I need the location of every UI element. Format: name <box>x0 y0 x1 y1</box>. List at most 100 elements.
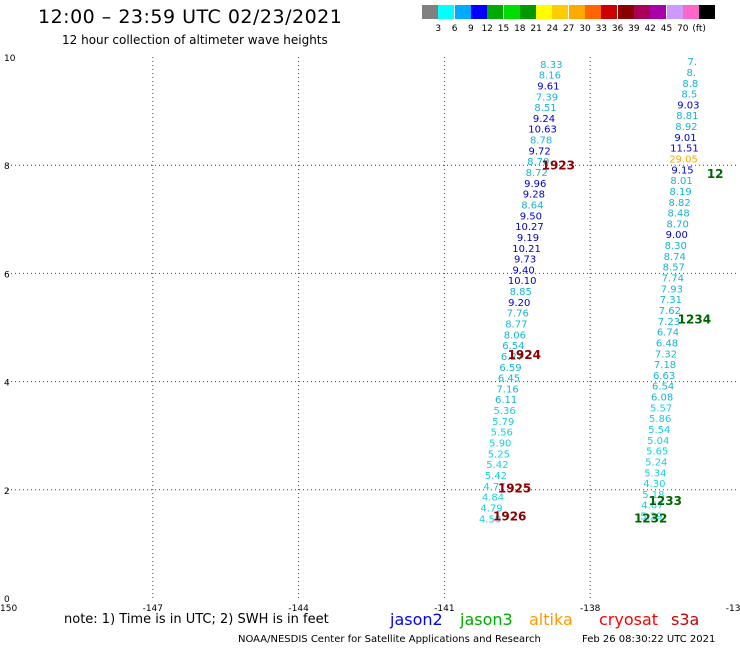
wave-height-value: 5.42 <box>486 460 508 471</box>
wave-height-value: 8.8 <box>682 79 698 90</box>
wave-height-value: 5.65 <box>646 447 668 458</box>
color-scale-label: (ft) <box>692 24 706 34</box>
y-tick-label: 8 <box>4 162 10 172</box>
wave-height-value: 5.24 <box>645 457 667 468</box>
wave-height-value: 10.21 <box>512 244 541 255</box>
wave-height-value: 11.51 <box>670 144 699 155</box>
x-tick-label: -144 <box>288 604 309 614</box>
wave-height-value: 4.67 <box>641 501 663 512</box>
wave-height-value: 6.74 <box>657 328 679 339</box>
wave-height-value: 7.16 <box>496 384 518 395</box>
wave-height-value: 10.10 <box>508 276 537 287</box>
color-swatch <box>666 5 683 19</box>
wave-height-value: 8.57 <box>663 263 685 274</box>
wave-height-value: 5.25 <box>488 449 510 460</box>
wave-height-value: 10.27 <box>515 222 544 233</box>
color-scale-label: 3 <box>435 24 442 34</box>
color-swatch <box>617 5 634 19</box>
color-swatch <box>585 5 601 19</box>
color-swatch <box>682 5 699 19</box>
color-swatch <box>699 5 716 19</box>
wave-height-value: 5.54 <box>648 425 670 436</box>
wave-height-value: 8.16 <box>539 71 561 82</box>
wave-height-value: 8.81 <box>676 111 698 122</box>
color-swatch <box>568 5 585 19</box>
wave-height-value: 9.40 <box>512 265 534 276</box>
wave-height-value: 8. <box>687 68 697 79</box>
color-swatch <box>487 5 504 19</box>
color-swatch <box>519 5 536 19</box>
color-scale-label: 45 <box>660 24 673 34</box>
wave-height-value: 7.23 <box>658 317 680 328</box>
wave-height-value: 6.59 <box>499 363 521 374</box>
color-swatch <box>503 5 520 19</box>
wave-height-value: 8.78 <box>530 136 552 147</box>
wave-height-value: 9.24 <box>533 114 555 125</box>
wave-height-value: 6.08 <box>651 393 673 404</box>
color-scale-label: 27 <box>562 24 575 34</box>
wave-height-value: 8.48 <box>668 209 690 220</box>
wave-height-value: 6.27 <box>501 352 523 363</box>
wave-height-value: 4.59 <box>479 514 501 525</box>
wave-height-value: 29.05 <box>669 154 698 165</box>
wave-height-value: 8.06 <box>504 330 526 341</box>
wave-height-value: 7.18 <box>654 360 676 371</box>
wave-height-value: 5.34 <box>644 468 666 479</box>
wave-height-value: 6.45 <box>498 374 520 385</box>
wave-height-value: 9.73 <box>514 255 536 266</box>
wave-height-value: 4.30 <box>643 479 665 490</box>
x-tick-label: -135 <box>726 604 740 614</box>
page-title: 12:00 – 23:59 UTC 02/23/2021 <box>38 6 343 28</box>
x-tick-label: -147 <box>143 604 163 614</box>
wave-height-value: 9.19 <box>517 233 539 244</box>
color-scale-label: 33 <box>595 24 608 34</box>
credit-text: NOAA/NESDIS Center for Satellite Applica… <box>238 634 541 645</box>
pass-time-label: 1926 <box>493 510 526 524</box>
x-tick-label: -138 <box>580 604 601 614</box>
wave-height-value: 7.76 <box>507 309 529 320</box>
wave-height-value: 8.51 <box>534 103 556 114</box>
wave-height-value: 8.33 <box>540 60 562 71</box>
wave-height-value: 8.64 <box>521 200 543 211</box>
pass-time-label: 12 <box>707 167 724 181</box>
wave-height-value: 8.72 <box>526 168 548 179</box>
color-swatch <box>650 5 667 19</box>
y-tick-label: 0 <box>4 595 10 605</box>
wave-height-value: 5.36 <box>494 406 516 417</box>
wave-height-value: 5.86 <box>649 414 671 425</box>
wave-height-value: 5.18 <box>642 490 664 501</box>
wave-height-value: 4.84 <box>482 493 504 504</box>
wave-height-value: 9.15 <box>671 165 693 176</box>
wave-height-value: 6.54 <box>502 341 524 352</box>
wave-height-value: 5.90 <box>489 439 511 450</box>
wave-height-value: 6.11 <box>495 395 517 406</box>
satellite-name: cryosat <box>599 610 659 629</box>
wave-height-value: 9.96 <box>524 179 546 190</box>
color-scale-label: 18 <box>514 24 526 34</box>
wave-height-value: 5.42 <box>485 471 507 482</box>
wave-height-value: 5.04 <box>647 436 669 447</box>
wave-height-value: 9.72 <box>529 146 551 157</box>
satellite-name: jason3 <box>460 610 513 629</box>
color-scale-label: 30 <box>579 24 591 34</box>
color-swatch <box>470 5 487 19</box>
y-tick-label: 2 <box>4 487 10 497</box>
y-tick-label: 6 <box>4 270 10 280</box>
wave-height-value: 9.28 <box>523 190 545 201</box>
color-swatch <box>552 5 569 19</box>
wave-height-value: 10.63 <box>528 125 557 136</box>
wave-height-value: 5.29 <box>640 512 662 523</box>
wave-height-value: 8.70 <box>527 157 549 168</box>
y-tick-label: 10 <box>4 54 16 64</box>
pass-time-label: 1925 <box>498 482 531 496</box>
color-swatch <box>601 5 618 19</box>
x-tick-label: -150 <box>0 604 17 614</box>
wave-height-value: 8.19 <box>669 187 691 198</box>
wave-height-value: 9.03 <box>677 100 699 111</box>
wave-height-value: 9.20 <box>508 298 530 309</box>
pass-time-label: 1234 <box>678 313 711 327</box>
wave-height-value: 7.93 <box>661 284 683 295</box>
color-scale-label: 21 <box>530 24 542 34</box>
satellite-name: altika <box>529 610 573 629</box>
color-swatch <box>422 5 438 19</box>
